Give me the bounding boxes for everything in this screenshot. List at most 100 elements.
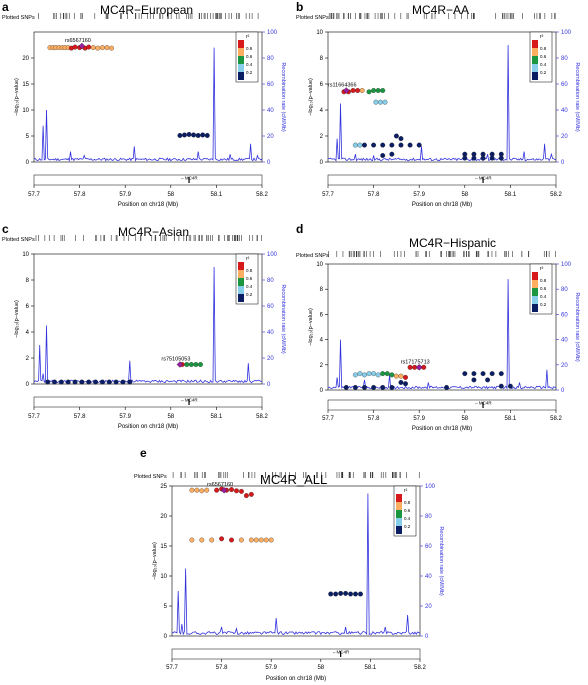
x-tick-label: 58 (167, 192, 174, 198)
snp-point (348, 591, 354, 597)
x-tick-label: 57.9 (119, 192, 131, 198)
x-tick-label: 57.9 (413, 416, 425, 422)
legend-swatch (532, 296, 538, 304)
chart-svg: Plotted SNPs0246810020406080100−log₁₀(p−… (2, 235, 286, 430)
legend-label: 0.2 (246, 70, 253, 75)
y-tick-label: 20 (22, 56, 29, 62)
legend-swatch (532, 288, 538, 296)
y2-tick-label: 20 (561, 363, 568, 369)
snp-point (189, 537, 195, 543)
recombination-rate-line (171, 493, 421, 636)
y-tick-label: 15 (22, 82, 29, 88)
legend-swatch (396, 502, 402, 510)
panel-e: e MC4R_ALL Plotted SNPs 0 5 10 15 20 25 0 20 40 60… (132, 446, 452, 685)
snp-point (362, 372, 367, 378)
snp-point (109, 45, 114, 51)
plotted-snps-label: Plotted SNPs (296, 253, 329, 259)
x-axis-label: Position on chr18 (Mb) (412, 426, 472, 432)
snp-point (407, 142, 413, 148)
lead-snp-point (78, 42, 86, 50)
panel-d: d MC4R−Hispanic Plotted SNPs 0 2 4 6 8 10 0 20 40… (294, 222, 588, 444)
snp-point (498, 371, 504, 377)
y-tick-label: 0 (320, 160, 324, 166)
legend-label: 0.8 (246, 268, 253, 273)
snp-point (373, 99, 379, 105)
y2-tick-label: 0 (561, 160, 565, 166)
y2-axis-label: Recombination rate (cM/Mb) (280, 62, 286, 132)
snp-point (393, 133, 399, 139)
x-tick-label: 57.8 (216, 665, 228, 671)
snp-point (489, 371, 495, 377)
plotted-snps-label: Plotted SNPs (2, 15, 35, 21)
snp-point (258, 537, 264, 543)
snp-point (380, 153, 386, 158)
snp-point (95, 45, 101, 51)
legend-swatch (532, 40, 538, 48)
y-tick-label: 15 (160, 544, 167, 550)
lead-snp-point (220, 486, 228, 494)
y2-tick-label: 0 (267, 160, 271, 166)
snp-point (72, 379, 78, 385)
plot-frame (33, 253, 263, 385)
snp-point (362, 142, 367, 148)
snp-point (507, 383, 513, 389)
y-tick-label: 4 (320, 108, 324, 114)
x-tick-label: 58 (461, 416, 468, 422)
snp-point (382, 99, 388, 105)
x-tick-label: 57.8 (368, 192, 380, 198)
snp-point (362, 385, 367, 390)
y2-tick-label: 20 (561, 134, 568, 140)
snp-point (357, 142, 363, 148)
y2-axis-label: Recombination rate (cM/Mb) (438, 526, 444, 596)
y-tick-label: 6 (320, 82, 324, 88)
gene-track (171, 648, 421, 660)
lead-snp-label: rs75105053 (161, 357, 190, 363)
chart-svg: Plotted SNPs 0 5 10 15 20 0 20 40 60 80 100 −log₁₀(p… (2, 13, 286, 208)
legend-label: 0.6 (246, 276, 253, 281)
y-tick-label: 0 (320, 388, 324, 394)
x-tick-label: 58.1 (505, 416, 517, 422)
snp-point (200, 132, 206, 138)
snp-point (357, 371, 363, 377)
y-tick-label: 10 (316, 30, 323, 36)
x-tick-label: 58.2 (414, 665, 426, 671)
legend-swatch (238, 278, 244, 286)
y2-tick-label: 80 (561, 287, 568, 293)
y-tick-label: 25 (160, 484, 167, 490)
y2-tick-label: 40 (561, 108, 568, 114)
y-tick-label: 0 (26, 382, 30, 388)
snp-point (248, 537, 254, 543)
plot-frame (327, 31, 557, 163)
snp-point (214, 487, 220, 493)
snp-point (86, 379, 92, 385)
lead-snp-point (415, 364, 423, 371)
legend-swatch (532, 280, 538, 288)
gene-label: ←MC4R (180, 176, 198, 181)
y2-tick-label: 80 (425, 514, 432, 520)
panel-c: c MC4R−Asian Plotted SNPs 0 2 4 6 8 10 0 20 40 60 8… (0, 222, 294, 444)
chart-svg: Plotted SNPs 0 5 10 15 20 25 0 20 40 60 80 100 −log₁₀… (134, 472, 444, 682)
snp-point (389, 151, 395, 157)
snp-point (366, 371, 372, 377)
legend-swatch (238, 64, 244, 72)
snp-point (358, 591, 363, 597)
snp-point (79, 379, 85, 385)
snp-point (393, 373, 399, 379)
snp-point (498, 383, 504, 389)
snp-point (471, 371, 477, 377)
snp-point (371, 142, 377, 148)
snp-point (444, 385, 450, 390)
y-axis-label: −log₁₀(p−value) (14, 78, 20, 116)
chart-title: MC4R−Hispanic (409, 236, 497, 250)
snp-point (416, 142, 422, 148)
panel-label: c (2, 222, 9, 236)
legend-swatch (238, 294, 244, 302)
gene-track (33, 174, 263, 186)
snp-point (407, 364, 413, 370)
x-tick-label: 58.1 (365, 665, 377, 671)
snp-point (343, 385, 349, 390)
snp-point (193, 362, 199, 367)
legend-label: 0.4 (540, 294, 547, 299)
snp-point (243, 493, 249, 499)
legend-label: 0.4 (404, 516, 411, 521)
